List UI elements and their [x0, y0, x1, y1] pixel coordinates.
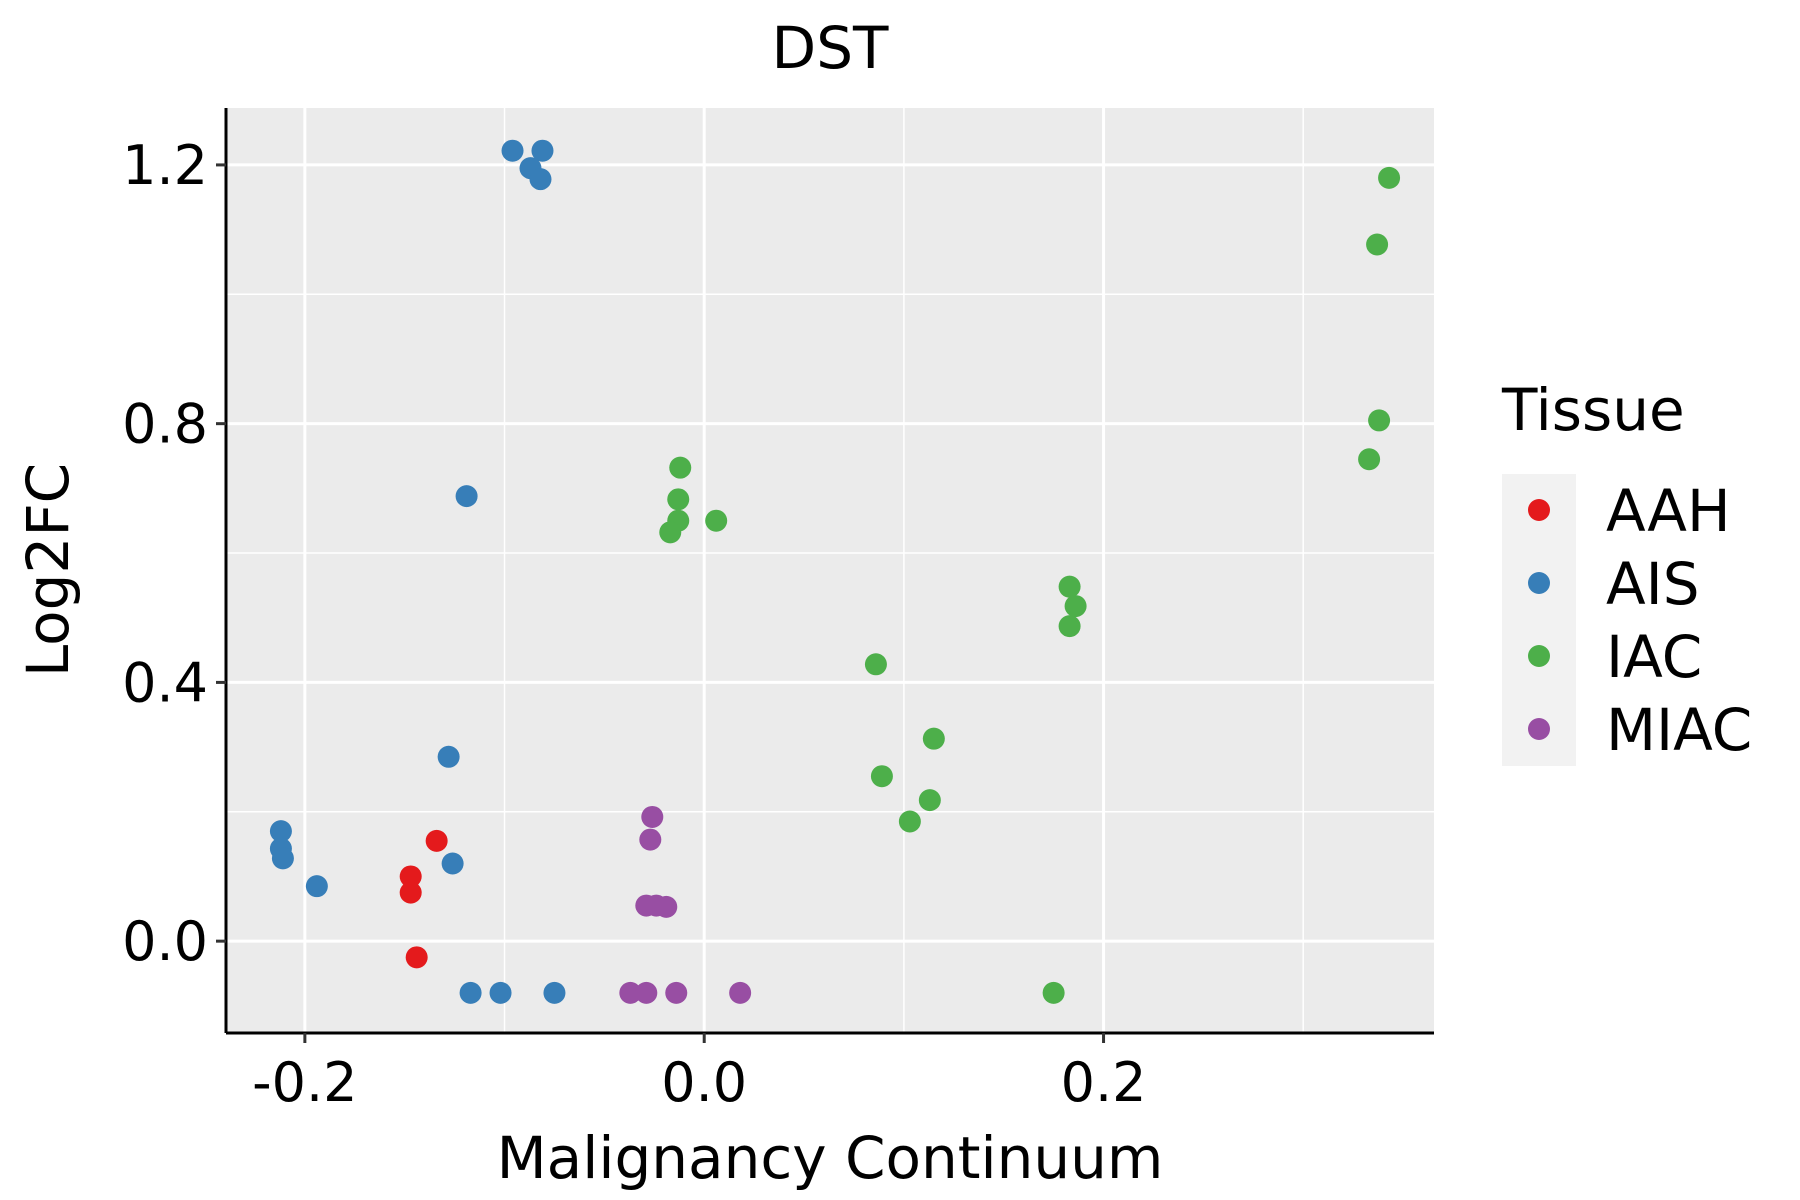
legend-key-ais [1528, 572, 1550, 594]
legend-label-ais: AIS [1606, 550, 1700, 618]
data-point-miac [635, 981, 658, 1004]
chart-title: DST [772, 14, 889, 82]
data-point-ais [543, 981, 566, 1004]
y-axis-ticks: 0.0 0.4 0.8 1.2 [122, 134, 226, 973]
y-tick-label: 1.2 [122, 134, 208, 197]
data-point-ais [489, 981, 512, 1004]
data-point-iac [870, 765, 893, 788]
legend-title: Tissue [1501, 376, 1685, 444]
data-point-ais [459, 981, 482, 1004]
legend-key-panel [1502, 474, 1576, 766]
data-point-miac [619, 981, 642, 1004]
data-point-iac [669, 456, 692, 479]
data-point-ais [529, 168, 552, 191]
data-point-iac [1358, 448, 1381, 471]
data-point-ais [531, 139, 554, 162]
data-point-iac [1366, 233, 1389, 256]
data-point-iac [705, 509, 728, 532]
data-point-aah [405, 946, 428, 969]
data-point-iac [1058, 575, 1081, 598]
y-tick-label: 0.4 [122, 651, 208, 714]
data-point-miac [641, 805, 664, 828]
data-point-iac [659, 521, 682, 544]
data-point-iac [1378, 166, 1401, 189]
legend-label-miac: MIAC [1606, 696, 1752, 764]
y-axis-title: Log2FC [14, 463, 82, 677]
data-point-aah [399, 865, 422, 888]
data-point-ais [441, 852, 464, 875]
legend-label-aah: AAH [1606, 477, 1731, 545]
data-point-iac [922, 727, 945, 750]
data-point-miac [639, 828, 662, 851]
data-point-iac [1368, 409, 1391, 432]
data-point-iac [1042, 981, 1065, 1004]
x-tick-label: -0.2 [252, 1051, 357, 1114]
legend-key-aah [1528, 499, 1550, 521]
data-point-ais [437, 745, 460, 768]
x-axis-title: Malignancy Continuum [497, 1124, 1164, 1192]
data-point-ais [455, 485, 478, 508]
x-tick-label: 0.2 [1061, 1051, 1147, 1114]
data-point-iac [918, 789, 941, 812]
x-tick-label: 0.0 [661, 1051, 747, 1114]
legend-key-iac [1528, 645, 1550, 667]
y-tick-label: 0.0 [122, 910, 208, 973]
data-point-aah [399, 881, 422, 904]
data-point-miac [729, 981, 752, 1004]
data-point-ais [305, 875, 328, 898]
data-point-ais [271, 847, 294, 870]
data-point-ais [269, 820, 292, 843]
data-points [269, 139, 1401, 1004]
data-point-iac [667, 488, 690, 511]
y-tick-label: 0.8 [122, 393, 208, 456]
data-point-iac [898, 810, 921, 833]
data-point-aah [425, 829, 448, 852]
data-point-iac [1058, 615, 1081, 638]
plot-panel [226, 108, 1434, 1033]
data-point-miac [655, 895, 678, 918]
major-gridlines [226, 108, 1434, 1033]
legend-key-miac [1528, 718, 1550, 740]
data-point-iac [864, 653, 887, 676]
data-point-miac [665, 981, 688, 1004]
legend-label-iac: IAC [1606, 623, 1702, 691]
data-point-iac [1064, 595, 1087, 618]
x-axis-ticks: -0.2 0.0 0.2 [252, 1033, 1146, 1114]
data-point-ais [501, 139, 524, 162]
minor-gridlines [226, 108, 1434, 1033]
